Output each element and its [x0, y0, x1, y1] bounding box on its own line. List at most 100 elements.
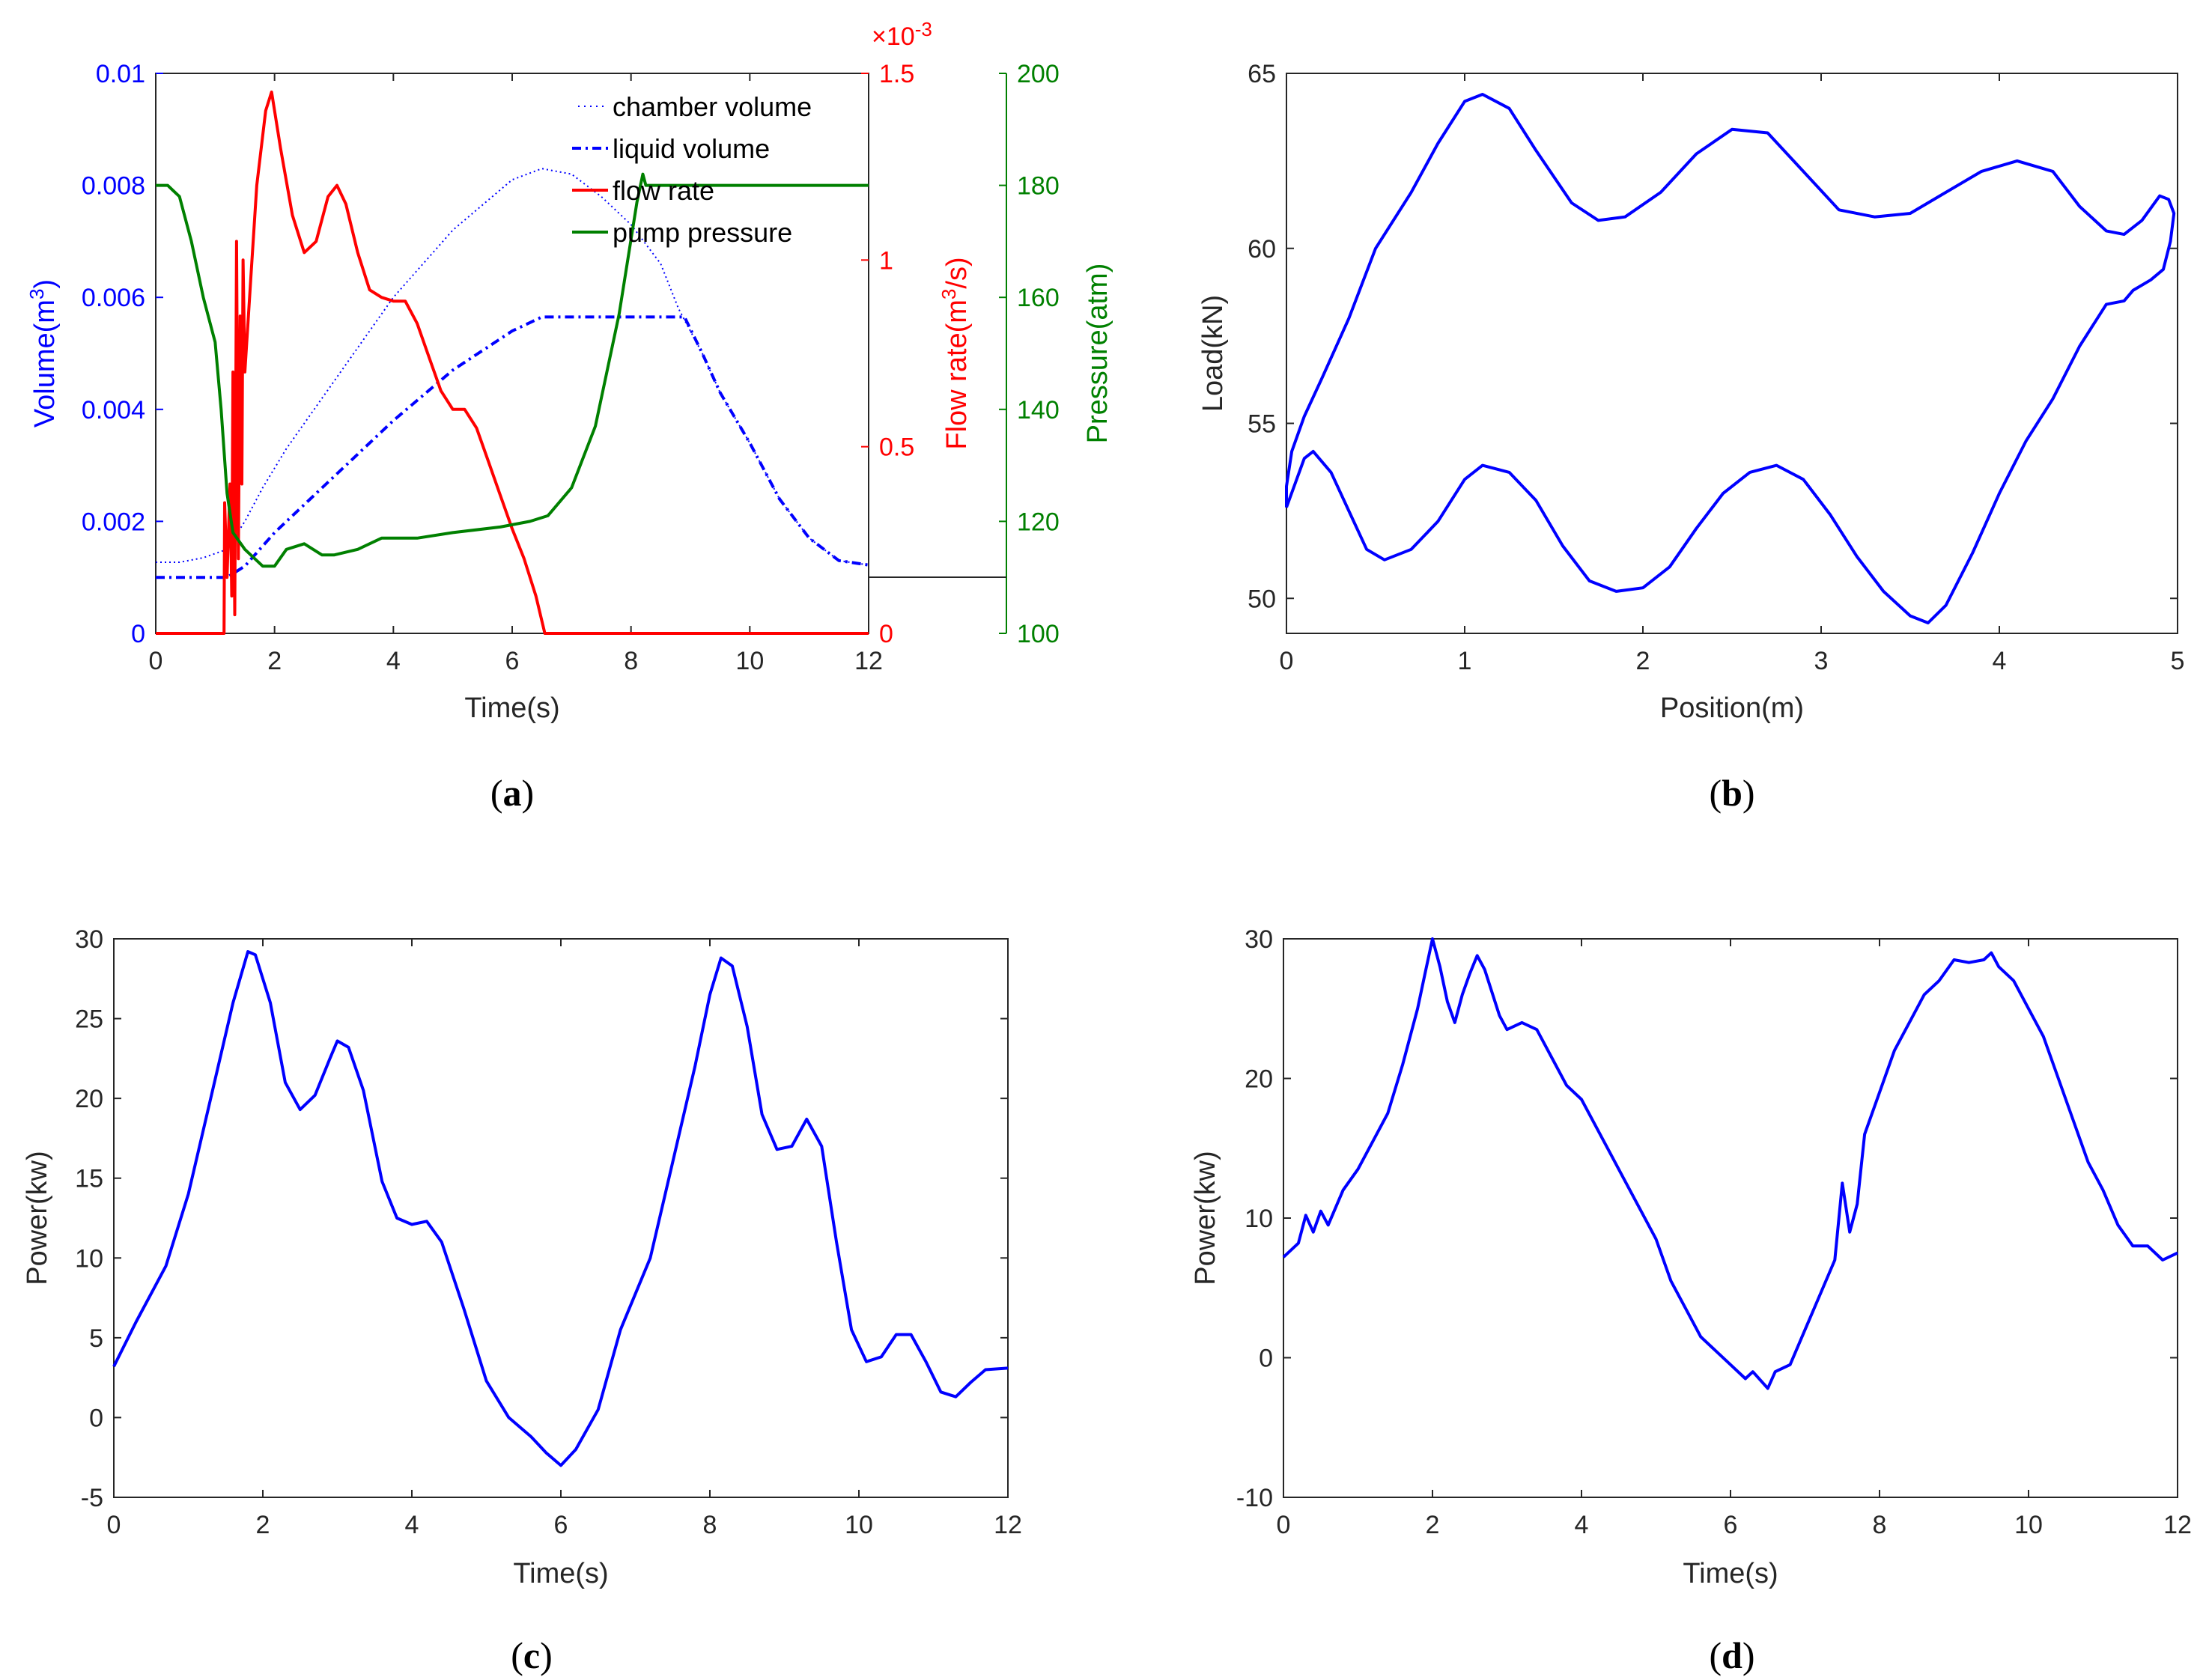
series-b-load: [1285, 93, 2176, 624]
legend-pump-pressure: pump pressure: [572, 217, 792, 248]
axes-c-ytick-label: 10: [75, 1244, 103, 1273]
axes-b-xtick-label: 0: [1280, 647, 1294, 675]
legend-a: chamber volume liquid volume flow rate p…: [572, 91, 812, 248]
axes-a-ylabel-left-sup: 3: [25, 289, 48, 299]
series-a-chamber-volume: [156, 168, 869, 566]
axes-c-xticks: 0 2 4 6 8 10 12: [107, 939, 1022, 1539]
axes-a-ylabel-left-text: Volume(m: [29, 299, 61, 427]
axes-a-exponent: ×10-3: [872, 18, 932, 51]
axes-a-ylabel-right: Pressure(atm): [1082, 264, 1113, 444]
axes-a-xtick-label: 2: [267, 647, 282, 675]
axes-a-ytick-label: 0.004: [82, 396, 145, 424]
axes-c-xtick-label: 0: [107, 1511, 121, 1539]
axes-a-ytick-label: 120: [1017, 508, 1060, 536]
panel-label-d: (d): [1709, 1634, 1754, 1676]
axes-c-xtick-label: 10: [845, 1511, 873, 1539]
axes-a-ytick-label: 0.01: [96, 60, 145, 88]
axes-c-frame: [113, 938, 1009, 1498]
axes-a-ylabel-mid-sup: 3: [938, 289, 960, 299]
axes-c-ytick-label: 20: [75, 1085, 103, 1113]
axes-a-ytick-label: 140: [1017, 396, 1060, 424]
panel-label-a: (a): [490, 772, 534, 814]
axes-b-ytick-label: 50: [1248, 585, 1276, 613]
axes-d-frame: [1283, 938, 2178, 1498]
axes-c-xlabel: Time(s): [513, 1558, 608, 1589]
panel-label-d-letter: d: [1722, 1634, 1742, 1676]
axes-b-xlabel: Position(m): [1660, 693, 1804, 724]
series-a-liquid-volume: [156, 315, 869, 579]
axes-d-ytick-label: 0: [1259, 1345, 1273, 1373]
axes-a-ylabel-mid: Flow rate(m3/s): [938, 257, 973, 449]
axes-c-ytick-label: 15: [75, 1165, 103, 1193]
axes-d-xtick-label: 4: [1575, 1511, 1589, 1539]
axes-c-xtick-label: 2: [256, 1511, 270, 1539]
panel-label-c: (c): [511, 1634, 553, 1676]
axes-a-ytick-label: 0.008: [82, 172, 145, 201]
legend-pump-pressure-label: pump pressure: [613, 217, 792, 248]
axes-c-ytick-label: 5: [89, 1324, 103, 1353]
axes-a-series: [156, 90, 869, 635]
axes-c-xtick-label: 4: [405, 1511, 419, 1539]
axes-d-ytick-label: 10: [1245, 1205, 1273, 1233]
axes-a-xtick-label: 10: [735, 647, 764, 675]
axes-b-xtick-label: 4: [1993, 647, 2007, 675]
legend-flow-rate-label: flow rate: [613, 175, 714, 206]
axes-a-ytick-label: 0: [879, 620, 893, 648]
axes-d-ylabel: Power(kw): [1190, 1151, 1221, 1285]
axes-d-ytick-label: 30: [1245, 925, 1273, 954]
axes-a-ylabel-mid-text: Flow rate(m: [941, 299, 973, 450]
axes-b-xticks: 0 1 2 3 4 5: [1280, 73, 2185, 675]
axes-a-ytick-label: 0.002: [82, 508, 145, 536]
axes-b-xtick-label: 2: [1636, 647, 1650, 675]
axes-c-ytick-label: 30: [75, 925, 103, 954]
axes-a-ytick-label: 0.006: [82, 284, 145, 312]
axes-d-xtick-label: 2: [1426, 1511, 1440, 1539]
axes-b-xtick-label: 5: [2171, 647, 2185, 675]
panel-label-b-letter: b: [1722, 772, 1742, 814]
legend-flow-rate: flow rate: [572, 175, 714, 206]
axes-a-xlabel: Time(s): [464, 693, 559, 724]
series-a-pump-pressure: [156, 172, 869, 568]
axes-c-xtick-label: 12: [994, 1511, 1022, 1539]
series-a-flow-rate: [156, 90, 869, 635]
legend-liquid-volume-label: liquid volume: [613, 133, 770, 164]
axes-a-ytick-label: 200: [1017, 60, 1060, 88]
axes-a-xtick-label: 12: [854, 647, 883, 675]
series-d-power: [1282, 937, 2178, 1390]
legend-chamber-volume-label: chamber volume: [613, 91, 812, 122]
axes-d-xtick-label: 10: [2014, 1511, 2043, 1539]
axes-c-ytick-label: 0: [89, 1404, 103, 1432]
axes-c-ylabel: Power(kw): [22, 1151, 53, 1285]
panel-label-a-letter: a: [503, 772, 522, 814]
axes-a-exponent-power: -3: [915, 18, 932, 40]
axes-a-xtick-label: 6: [505, 647, 520, 675]
axes-b-xtick-label: 3: [1814, 647, 1829, 675]
series-c-power: [112, 950, 1009, 1467]
axes-b-ylabel: Load(kN): [1197, 295, 1229, 412]
panel-label-b: (b): [1709, 772, 1754, 814]
axes-b-yticks: 50 55 60 65: [1248, 60, 2178, 613]
axes-c-ytick-label: -5: [81, 1484, 103, 1512]
axes-a-ytick-label: 0: [131, 620, 145, 648]
axes-b-series: [1285, 93, 2176, 624]
axes-a-xtick-label: 8: [624, 647, 638, 675]
axes-b-xtick-label: 1: [1458, 647, 1472, 675]
axes-d-xtick-label: 12: [2163, 1511, 2192, 1539]
axes-a-xticks: 0 2 4 6 8 10 12: [149, 73, 883, 675]
legend-liquid-volume: liquid volume: [572, 133, 770, 164]
axes-a-ytick-label: 1.5: [879, 60, 914, 88]
panel-label-c-letter: c: [523, 1634, 540, 1676]
axes-c-xtick-label: 8: [703, 1511, 717, 1539]
axes-b-ytick-label: 65: [1248, 60, 1276, 88]
axes-d-xtick-label: 8: [1873, 1511, 1887, 1539]
panel-a: 0 2 4 6 8 10 12 0 0.002 0.004 0.006 0.008 0.01 0 0.5…: [25, 18, 1113, 814]
axes-a-ytick-label: 1: [879, 246, 893, 275]
axes-d-series: [1282, 937, 2178, 1390]
axes-a-ylabel-mid-close: /s): [941, 257, 973, 288]
axes-a-yticks-left: 0 0.002 0.004 0.006 0.008 0.01: [82, 60, 163, 648]
axes-a-xtick-label: 4: [386, 647, 401, 675]
axes-c-yticks: -5 0 5 10 15 20 25 30: [75, 925, 1008, 1512]
legend-chamber-volume: chamber volume: [578, 91, 812, 122]
